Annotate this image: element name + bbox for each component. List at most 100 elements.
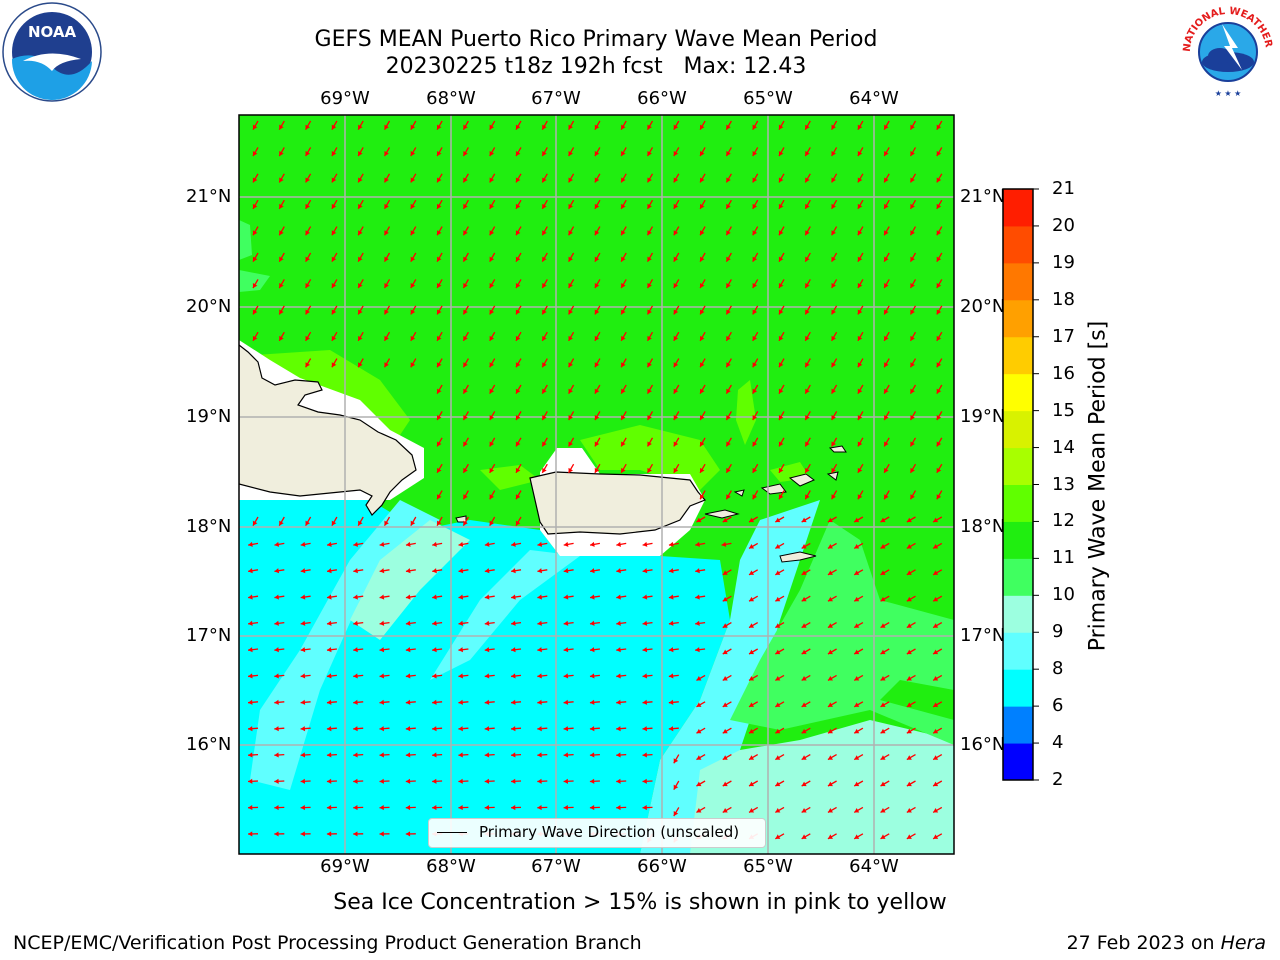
wave-arrow-head: [642, 568, 648, 574]
wave-arrow-head: [568, 203, 573, 209]
wave-arrow-head: [673, 309, 679, 315]
wave-arrow-head: [668, 673, 674, 679]
wave-arrow-head: [331, 124, 337, 130]
wave-arrow-head: [621, 151, 626, 157]
wave-arrow-head: [778, 441, 784, 447]
wave-arrow-head: [458, 778, 463, 784]
wave-arrow-head: [458, 726, 463, 732]
wave-arrow-head: [358, 283, 363, 289]
wave-arrow-head: [515, 415, 521, 421]
wave-arrow-head: [621, 177, 626, 183]
wave-arrow-head: [305, 520, 310, 526]
wave-arrow-head: [726, 230, 731, 236]
wave-arrow-head: [621, 467, 626, 473]
wave-arrow-head: [463, 467, 468, 473]
wave-arrow-head: [854, 623, 860, 628]
wave-arrow-head: [642, 620, 648, 626]
lon-label-bottom: 66°W: [637, 856, 687, 877]
wave-direction-arrows: [247, 120, 943, 843]
lon-label-bottom: 67°W: [531, 856, 581, 877]
wave-arrow-head: [331, 309, 337, 315]
wave-arrow-head: [568, 256, 573, 262]
wave-arrow-head: [405, 726, 411, 732]
wave-arrow-head: [726, 283, 731, 289]
wave-arrow-head: [936, 388, 942, 394]
wave-arrow-head: [668, 620, 674, 626]
wave-arrow-head: [410, 309, 416, 315]
wave-arrow-head: [884, 177, 889, 183]
wave-arrow-head: [801, 570, 807, 575]
small-island: [788, 473, 815, 487]
wave-arrow-head: [542, 309, 547, 315]
wave-arrow-head: [274, 620, 279, 626]
wave-arrow-head: [410, 151, 416, 157]
wave-arrow-head: [696, 808, 702, 813]
wave-arrow-head: [326, 620, 332, 626]
wave-arrow-head: [616, 673, 621, 679]
wave-arrow-head: [537, 752, 542, 758]
lat-label-left: 20°N: [186, 296, 232, 317]
wave-arrow-head: [805, 256, 810, 262]
wave-arrow-head: [673, 335, 679, 341]
wave-arrow-head: [696, 676, 702, 681]
colorbar-segment: [1003, 299, 1033, 338]
wave-arrow-head: [432, 647, 437, 653]
wave-arrow-head: [696, 781, 702, 787]
lat-label-left: 16°N: [186, 734, 232, 755]
wave-arrow-head: [778, 283, 784, 289]
wave-arrow-head: [274, 594, 280, 600]
colorbar-tick-label: 10: [1052, 584, 1075, 606]
wave-arrow-head: [252, 309, 258, 315]
wave-arrow-head: [279, 203, 284, 209]
wave-arrow-head: [327, 594, 332, 600]
wave-arrow-head: [252, 230, 258, 236]
wave-arrow-head: [801, 517, 807, 523]
colorbar-tick-label: 8: [1052, 658, 1064, 680]
wave-arrow-head: [248, 568, 253, 574]
wave-arrow-head: [326, 699, 332, 705]
colorbar-tick-label: 9: [1052, 621, 1064, 643]
wave-arrow-head: [563, 805, 568, 811]
colorbar-segment: [1003, 262, 1033, 301]
wave-arrow-head: [906, 702, 912, 707]
wave-arrow-head: [722, 728, 728, 734]
wave-arrow-head: [749, 702, 755, 707]
wave-arrow-head: [673, 784, 679, 790]
wave-arrow-head: [906, 755, 912, 760]
wave-arrow-head: [752, 441, 758, 447]
colorbar-label: Primary Wave Mean Period [s]: [1085, 320, 1111, 652]
wave-arrow-head: [326, 726, 332, 732]
wave-arrow-head: [484, 594, 490, 600]
wave-arrow-head: [379, 752, 384, 758]
wave-arrow-head: [463, 203, 468, 209]
wave-arrow-head: [642, 699, 648, 705]
wave-arrow-head: [722, 781, 728, 787]
wave-arrow-head: [647, 388, 652, 394]
wave-arrow-head: [437, 256, 442, 262]
wave-arrow-head: [700, 283, 705, 289]
wave-arrow-head: [726, 256, 731, 262]
wave-arrow-head: [432, 699, 437, 705]
wave-arrow-head: [854, 517, 860, 523]
wave-arrow-head: [696, 702, 702, 707]
wave-arrow-head: [542, 177, 547, 183]
wave-arrow-head: [884, 151, 889, 157]
wave-arrow-head: [489, 124, 495, 130]
wave-arrow-head: [537, 726, 542, 732]
wave-arrow-head: [775, 623, 781, 628]
wave-arrow-head: [489, 151, 495, 157]
wave-arrow-head: [511, 778, 516, 784]
wave-arrow-head: [331, 177, 337, 183]
wave-arrow-head: [880, 623, 886, 628]
wave-arrow-head: [515, 124, 521, 130]
wave-arrow-head: [326, 647, 332, 653]
wave-arrow-head: [379, 673, 385, 679]
wave-arrow-head: [563, 726, 569, 732]
wave-arrow-head: [384, 362, 389, 368]
wave-arrow-head: [458, 647, 464, 653]
wave-arrow-head: [936, 124, 942, 130]
wave-arrow-head: [854, 596, 860, 602]
wave-arrow-head: [906, 676, 912, 681]
map-subtitle: 20230225 t18z 192h fcst Max: 12.43: [385, 54, 807, 79]
wave-arrow-head: [775, 570, 781, 575]
